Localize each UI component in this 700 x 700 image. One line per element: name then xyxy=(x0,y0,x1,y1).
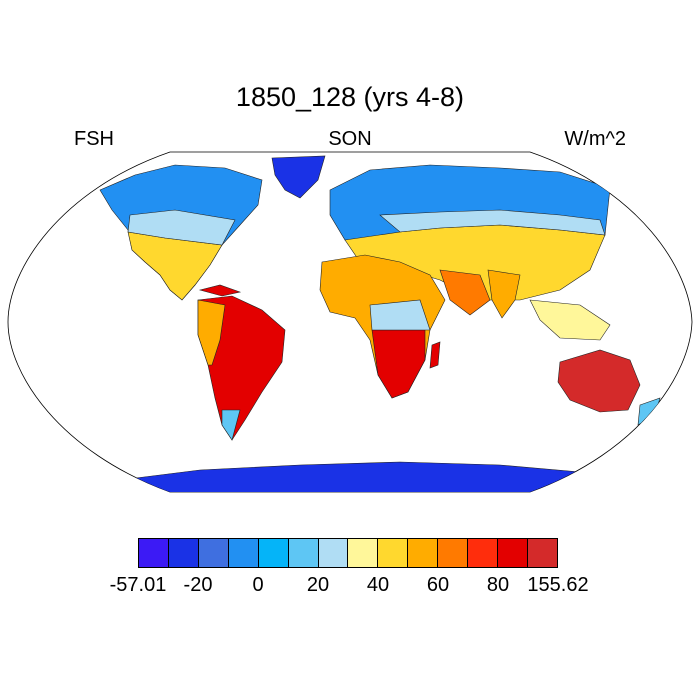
africa-equatorial xyxy=(369,299,431,331)
caribbean-region xyxy=(198,284,242,297)
arabia-region xyxy=(439,269,491,316)
antarctica-region xyxy=(99,461,601,492)
australia-region xyxy=(557,349,641,413)
south-america-west xyxy=(197,299,226,366)
colorbar-tick-label: 60 xyxy=(426,574,450,596)
plot-title: 1850_128 (yrs 4-8) xyxy=(235,82,465,112)
colorbar-tick-label: 0 xyxy=(252,574,264,596)
colorbar-box xyxy=(139,539,169,567)
colorbar-box xyxy=(498,539,528,567)
colorbar-tick-label: 155.62 xyxy=(527,574,589,596)
units-label: W/m^2 xyxy=(564,128,626,150)
colorbar-box xyxy=(228,539,259,567)
colorbar-box xyxy=(168,539,199,567)
eurasia-light-band xyxy=(379,209,606,236)
colorbar-box xyxy=(408,539,439,567)
greenland-region xyxy=(271,155,326,199)
colorbar-box xyxy=(258,539,289,567)
southeast-asia-region xyxy=(529,299,611,341)
colorbar xyxy=(138,538,558,568)
colorbar-tick-label: 40 xyxy=(366,574,390,596)
colorbar-box xyxy=(348,539,379,567)
madagascar-region xyxy=(429,341,441,369)
colorbar-box xyxy=(378,539,409,567)
colorbar-tick-label: 80 xyxy=(486,574,510,596)
colorbar-box xyxy=(527,539,557,567)
south-america-tip xyxy=(221,409,241,441)
season-label: SON xyxy=(328,128,372,150)
colorbar-tick-label: 20 xyxy=(306,574,330,596)
colorbar-tick-label: -57.01 xyxy=(109,574,167,596)
colorbar-box xyxy=(288,539,319,567)
colorbar-box xyxy=(438,539,469,567)
variable-label: FSH xyxy=(74,128,114,150)
north-america-mid xyxy=(127,209,236,246)
colorbar-box xyxy=(468,539,499,567)
colorbar-box xyxy=(318,539,349,567)
colorbar-box xyxy=(198,539,229,567)
colorbar-tick-label: -20 xyxy=(183,574,213,596)
india-region xyxy=(487,269,521,319)
